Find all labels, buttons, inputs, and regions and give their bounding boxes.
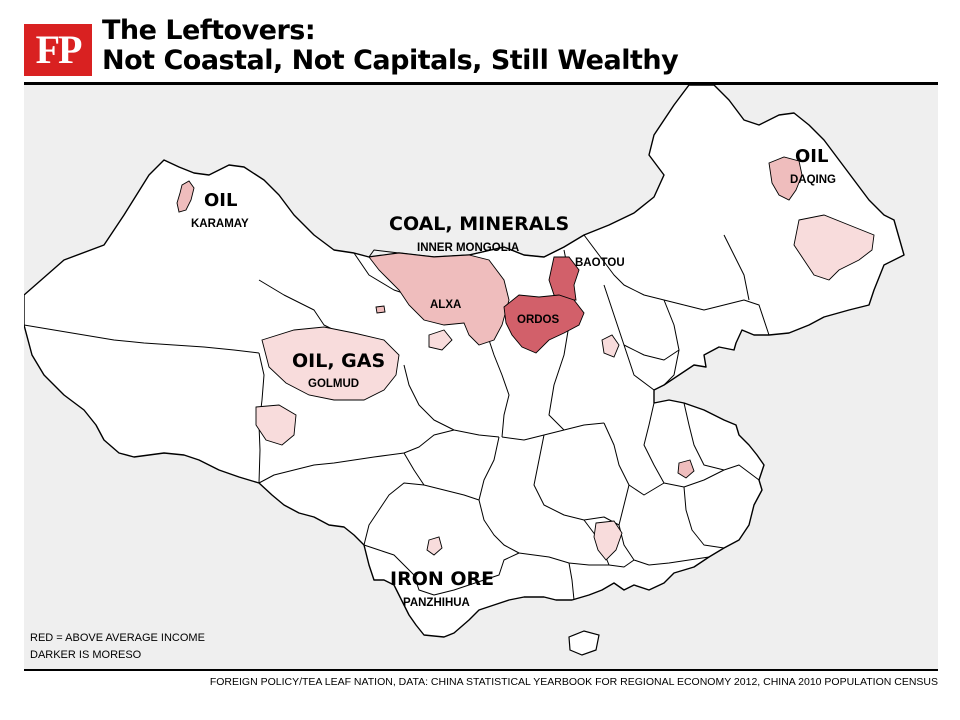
tiny-region <box>375 305 386 314</box>
header-rule <box>24 82 938 85</box>
baotou-region <box>548 256 580 301</box>
china-map: OIL KARAMAY COAL, MINERALS INNER MONGOLI… <box>24 85 905 661</box>
shanxi-small-region <box>601 334 620 358</box>
daqing-place-label: DAQING <box>790 174 836 186</box>
title-line-2: Not Coastal, Not Capitals, Still Wealthy <box>102 45 679 76</box>
title-line-1: The Leftovers: <box>102 15 316 46</box>
qinghai-small-region <box>428 329 453 351</box>
hunan-region <box>593 520 623 561</box>
daqing-region <box>768 156 803 201</box>
yunnan-small-region <box>426 536 443 556</box>
panzhihua-place-label: PANZHIHUA <box>403 597 470 609</box>
highlighted-regions <box>176 156 875 561</box>
golmud-resource-label: OIL, GAS <box>292 350 385 372</box>
golmud-place-label: GOLMUD <box>308 378 359 390</box>
west-tibet-region <box>255 404 297 446</box>
coal-resource-label: COAL, MINERALS <box>389 213 569 235</box>
map-labels: OIL KARAMAY COAL, MINERALS INNER MONGOLI… <box>191 146 836 609</box>
ordos-label: ORDOS <box>517 314 560 326</box>
map-area: OIL KARAMAY COAL, MINERALS INNER MONGOLI… <box>24 85 938 669</box>
alxa-region <box>368 252 510 346</box>
ordos-region <box>503 294 585 354</box>
karamay-resource-label: OIL <box>204 190 237 211</box>
hainan-island <box>568 630 600 656</box>
fp-logo: FP <box>24 24 92 76</box>
legend-line-2: DARKER IS MORESO <box>30 649 142 661</box>
page-title: The Leftovers: Not Coastal, Not Capitals… <box>102 15 679 76</box>
fujian-region <box>677 459 695 479</box>
inner-mongolia-label: INNER MONGOLIA <box>417 242 519 254</box>
alxa-label: ALXA <box>430 299 461 311</box>
province-borders <box>24 234 770 601</box>
golmud-region <box>261 326 400 401</box>
map-legend: RED = ABOVE AVERAGE INCOME DARKER IS MOR… <box>30 632 205 661</box>
source-credit: FOREIGN POLICY/TEA LEAF NATION, DATA: CH… <box>209 676 938 688</box>
karamay-place-label: KARAMAY <box>191 218 249 230</box>
footer-rule <box>24 669 938 671</box>
karamay-region <box>176 180 195 213</box>
legend-line-1: RED = ABOVE AVERAGE INCOME <box>30 632 205 644</box>
iron-resource-label: IRON ORE <box>390 568 494 590</box>
northeast-region <box>793 214 875 281</box>
baotou-label: BAOTOU <box>575 257 625 269</box>
daqing-resource-label: OIL <box>795 146 828 167</box>
